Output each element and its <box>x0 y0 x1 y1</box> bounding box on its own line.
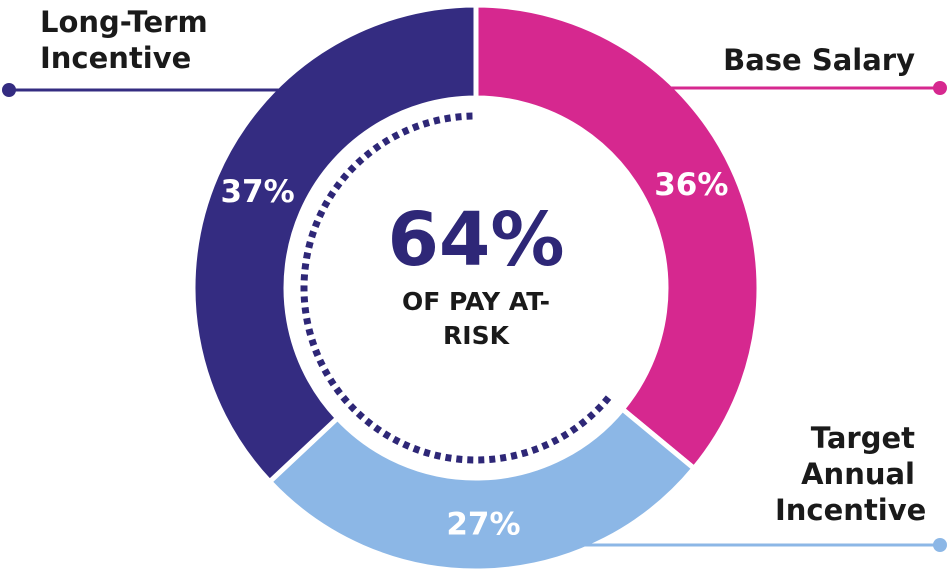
category-label: Target Annual Incentive <box>775 421 927 527</box>
dotted-arc <box>300 112 612 464</box>
value-label: 27% <box>446 506 520 542</box>
category-label: Long-Term Incentive <box>40 5 208 75</box>
leader-dot <box>2 83 16 97</box>
leader-dot <box>933 81 947 95</box>
center-text: OF PAY AT-RISK <box>402 287 550 350</box>
donut-segment <box>473 2 762 472</box>
center-value: 64% <box>387 197 565 283</box>
donut-segment <box>266 405 698 573</box>
category-label: Base Salary <box>723 43 915 77</box>
donut-segment <box>190 2 479 486</box>
leader-dot <box>933 538 947 552</box>
value-label: 37% <box>220 174 294 210</box>
value-label: 36% <box>654 167 728 203</box>
